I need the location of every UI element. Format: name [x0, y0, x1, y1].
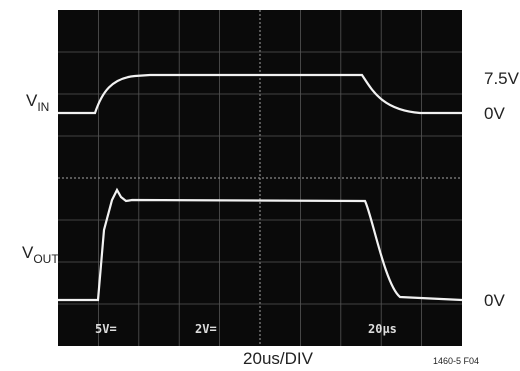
vout-label-main: V	[22, 243, 34, 262]
vout-label: VOUT	[22, 243, 59, 266]
vin-label-sub: IN	[37, 100, 49, 114]
vin-trace	[58, 73, 462, 115]
scope-grid	[58, 10, 462, 346]
vin-low-level: 0V	[484, 104, 505, 123]
vout-low-level: 0V	[484, 291, 505, 310]
ch1-scale: 5V=	[95, 322, 117, 336]
figure-id: 1460-5 F04	[433, 356, 479, 366]
vout-label-sub: OUT	[33, 252, 59, 266]
vin-label: VIN	[26, 91, 49, 114]
vout-trace	[58, 187, 463, 302]
timebase-label: 20us/DIV	[243, 349, 314, 368]
time-scale: 20µs	[368, 322, 397, 336]
vin-label-main: V	[26, 91, 38, 110]
ch2-scale: 2V=	[195, 322, 217, 336]
vin-high-level: 7.5V	[484, 69, 520, 88]
